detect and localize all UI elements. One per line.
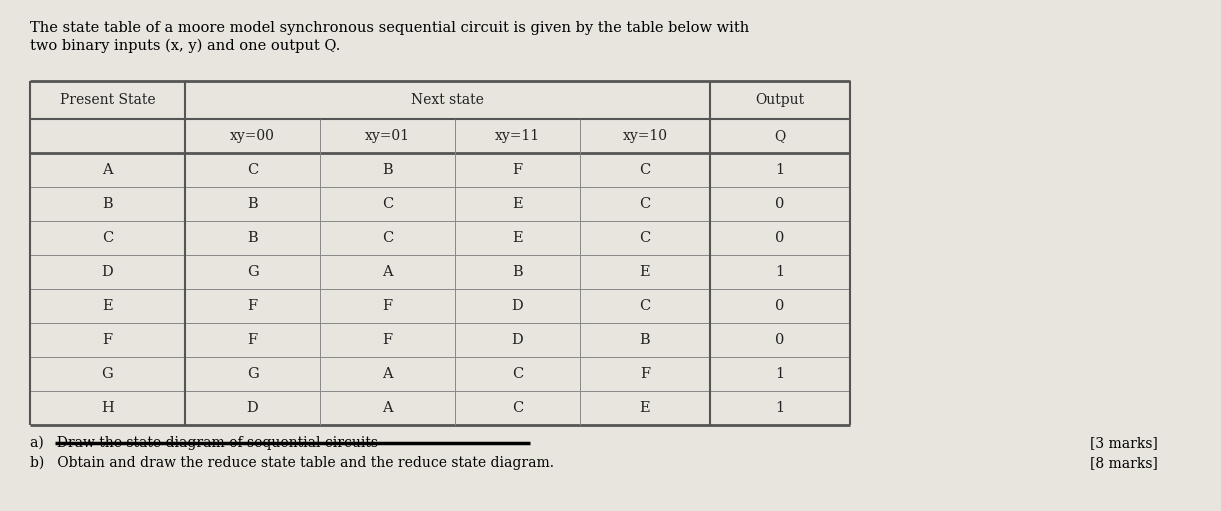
Text: E: E [103,299,112,313]
Text: a)   Draw the state diagram of sequential circuits: a) Draw the state diagram of sequential … [31,436,379,450]
Text: B: B [512,265,523,279]
Text: E: E [640,401,651,415]
Text: 1: 1 [775,265,785,279]
Text: F: F [248,333,258,347]
Text: F: F [248,299,258,313]
Text: C: C [101,231,114,245]
Text: two binary inputs (x, y) and one output Q.: two binary inputs (x, y) and one output … [31,39,341,53]
Text: D: D [247,401,259,415]
Text: [8 marks]: [8 marks] [1090,456,1158,470]
Text: D: D [101,265,114,279]
Text: xy=10: xy=10 [623,129,668,143]
Text: E: E [512,197,523,211]
Text: C: C [640,299,651,313]
Text: D: D [512,299,524,313]
Text: C: C [247,163,258,177]
Text: A: A [382,367,393,381]
Text: C: C [640,163,651,177]
Text: [3 marks]: [3 marks] [1090,436,1158,450]
Text: xy=00: xy=00 [230,129,275,143]
Text: G: G [247,367,259,381]
Text: D: D [512,333,524,347]
Text: Present State: Present State [60,93,155,107]
Text: C: C [382,231,393,245]
Text: H: H [101,401,114,415]
Text: 0: 0 [775,299,785,313]
Text: 0: 0 [775,197,785,211]
Text: B: B [103,197,112,211]
Text: C: C [640,197,651,211]
Text: C: C [512,367,523,381]
Text: 1: 1 [775,163,785,177]
Text: 0: 0 [775,333,785,347]
Text: F: F [513,163,523,177]
Text: 1: 1 [775,401,785,415]
Text: B: B [247,231,258,245]
Text: C: C [512,401,523,415]
Text: G: G [101,367,114,381]
Text: E: E [640,265,651,279]
Text: F: F [382,299,393,313]
Text: Output: Output [756,93,805,107]
Text: 1: 1 [775,367,785,381]
Text: F: F [382,333,393,347]
Text: xy=01: xy=01 [365,129,410,143]
Text: xy=11: xy=11 [495,129,540,143]
Text: A: A [382,265,393,279]
Text: F: F [103,333,112,347]
Text: Next state: Next state [411,93,484,107]
Text: 0: 0 [775,231,785,245]
Text: E: E [512,231,523,245]
Text: B: B [640,333,651,347]
Text: B: B [382,163,393,177]
Text: C: C [382,197,393,211]
Text: b)   Obtain and draw the reduce state table and the reduce state diagram.: b) Obtain and draw the reduce state tabl… [31,456,554,470]
Text: C: C [640,231,651,245]
Text: Q: Q [774,129,785,143]
Text: A: A [103,163,112,177]
Text: G: G [247,265,259,279]
Text: F: F [640,367,650,381]
Text: The state table of a moore model synchronous sequential circuit is given by the : The state table of a moore model synchro… [31,21,750,35]
Text: B: B [247,197,258,211]
Text: A: A [382,401,393,415]
